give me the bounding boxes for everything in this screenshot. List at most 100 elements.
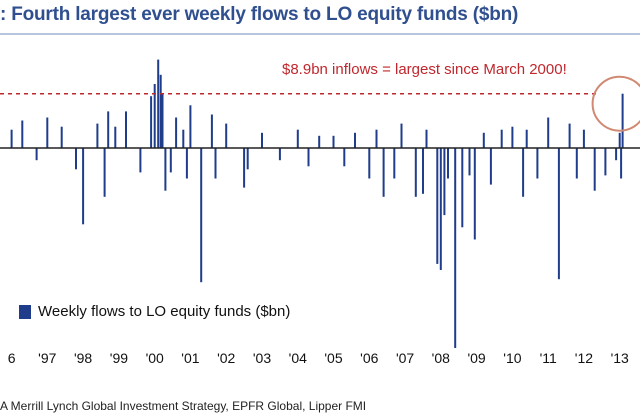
bar-mark: [164, 148, 167, 191]
bar-mark: [620, 148, 623, 179]
bar-mark: [75, 148, 77, 170]
annotation-text: $8.9bn inflows = largest since March 200…: [282, 61, 567, 78]
bar-series: [10, 59, 624, 348]
bar-mark: [159, 74, 162, 148]
bar-mark: [461, 148, 464, 228]
bar-mark: [511, 126, 514, 148]
bar-mark: [114, 126, 117, 148]
bar-mark: [210, 114, 213, 148]
bar-mark: [161, 93, 164, 148]
bar-mark: [593, 148, 596, 191]
bar-mark: [200, 148, 203, 283]
bar-mark: [368, 148, 371, 179]
bar-mark: [243, 148, 246, 188]
x-tick-label: '97: [38, 350, 57, 366]
bar-mark: [425, 129, 428, 148]
bar-mark: [547, 117, 550, 148]
bar-mark: [615, 148, 618, 161]
bar-mark: [246, 148, 249, 170]
bar-mark: [46, 117, 49, 148]
bar-mark: [482, 132, 485, 149]
bar-mark: [10, 129, 13, 148]
legend-swatch: [19, 304, 31, 319]
bar-mark: [489, 148, 492, 185]
bar-mark: [169, 148, 172, 173]
bar-mark: [307, 148, 310, 167]
x-tick-label: '03: [252, 350, 272, 366]
bar-mark: [422, 148, 424, 194]
bar-mark: [261, 132, 263, 149]
bar-mark: [621, 93, 624, 148]
bar-mark: [150, 96, 153, 148]
bar-mark: [82, 148, 85, 225]
x-tick-label: '11: [539, 350, 557, 366]
bar-mark: [473, 148, 476, 240]
x-tick-label: '99: [109, 350, 129, 366]
bar-mark: [468, 148, 471, 176]
bar-mark: [318, 135, 321, 148]
bar-mark: [332, 135, 335, 148]
chart-plot: [0, 59, 640, 348]
bar-mark: [536, 148, 539, 179]
bar-mark: [575, 148, 578, 179]
x-tick-label: '12: [574, 350, 594, 366]
bar-mark: [296, 129, 299, 148]
x-tick-label: '10: [503, 350, 522, 366]
bar-mark: [439, 148, 442, 270]
bar-mark: [107, 111, 110, 148]
bar-mark: [278, 148, 281, 161]
bar-mark: [214, 148, 217, 179]
bar-mark: [60, 126, 63, 148]
x-tick-label: 6: [7, 350, 16, 366]
bar-mark: [382, 148, 385, 197]
bar-mark: [21, 120, 24, 148]
bar-mark: [175, 117, 178, 148]
bar-mark: [454, 148, 457, 348]
bar-mark: [343, 148, 346, 167]
bar-mark: [103, 148, 106, 197]
bar-mark: [153, 84, 156, 148]
bar-mark: [393, 148, 396, 179]
highlight-circle: [591, 75, 640, 132]
x-tick-label: '01: [181, 350, 200, 366]
bar-mark: [96, 123, 99, 148]
bar-mark: [447, 148, 449, 179]
legend-label: Weekly flows to LO equity funds ($bn): [38, 303, 291, 320]
bar-mark: [557, 148, 560, 280]
chart-title: : Fourth largest ever weekly flows to LO…: [0, 4, 519, 25]
x-tick-label: '06: [360, 350, 379, 366]
bar-mark: [182, 129, 185, 148]
x-tick-label: '00: [145, 350, 164, 366]
bar-mark: [125, 111, 127, 148]
x-tick-label: '07: [395, 350, 415, 366]
x-tick-label: '08: [431, 350, 450, 366]
bar-mark: [500, 129, 503, 148]
bar-mark: [522, 148, 525, 197]
bar-mark: [400, 123, 403, 148]
bar-mark: [157, 59, 160, 148]
x-tick-label: '04: [288, 350, 307, 366]
bar-mark: [568, 123, 571, 148]
x-axis: 6 '97 '98 '99 '00 '01 '02 '03 '04 '05 '06 '07 '08 '09…: [0, 350, 640, 368]
bar-mark: [35, 148, 38, 161]
bar-mark: [582, 129, 585, 148]
bar-mark: [185, 148, 188, 179]
bar-mark: [618, 132, 621, 149]
bar-mark: [436, 148, 439, 264]
x-tick-label: '13: [610, 350, 629, 366]
source-note: A Merrill Lynch Global Investment Strate…: [0, 399, 367, 413]
bar-mark: [189, 105, 192, 148]
bar-mark: [139, 148, 142, 173]
x-tick-label: '09: [467, 350, 486, 366]
bar-mark: [604, 148, 607, 176]
bar-mark: [525, 129, 528, 148]
bar-mark: [375, 129, 378, 148]
title-underline: [0, 33, 640, 35]
bar-mark: [225, 123, 228, 148]
bar-mark: [443, 148, 446, 216]
x-tick-label: '05: [324, 350, 343, 366]
legend: Weekly flows to LO equity funds ($bn): [19, 303, 290, 320]
bar-mark: [414, 148, 417, 197]
x-tick-label: '98: [73, 350, 93, 366]
x-tick-label: '02: [217, 350, 236, 366]
